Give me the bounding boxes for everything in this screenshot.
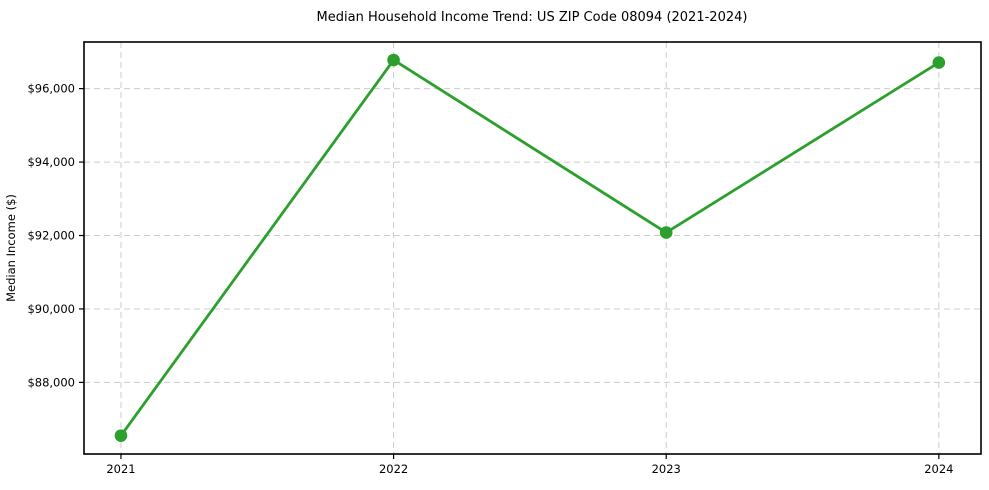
data-point-marker: [387, 53, 400, 67]
y-axis-label: Median Income ($): [4, 194, 18, 302]
data-point-marker: [114, 429, 128, 442]
data-point-markers: [114, 53, 946, 442]
y-tick-label: $88,000: [27, 375, 75, 389]
chart-title: Median Household Income Trend: US ZIP Co…: [317, 10, 748, 25]
plot-border: [83, 41, 982, 455]
y-tick-label: $96,000: [27, 82, 75, 96]
x-tick-label: 2024: [924, 462, 953, 476]
x-tick-label: 2023: [652, 462, 681, 476]
x-tick-labels: 2021 2022 2023 2024: [106, 462, 953, 476]
axis-tick-marks: [79, 88, 940, 459]
data-point-marker: [932, 56, 946, 69]
x-tick-label: 2022: [379, 462, 408, 476]
gridlines-layer: [84, 42, 981, 454]
y-tick-labels: $88,000 $90,000 $92,000 $94,000 $96,000: [27, 82, 75, 390]
y-tick-label: $94,000: [27, 155, 75, 169]
y-tick-label: $92,000: [27, 229, 75, 243]
y-tick-label: $90,000: [27, 302, 75, 316]
data-point-marker: [659, 226, 673, 239]
x-tick-label: 2021: [106, 462, 135, 476]
income-trend-line: [119, 58, 941, 438]
